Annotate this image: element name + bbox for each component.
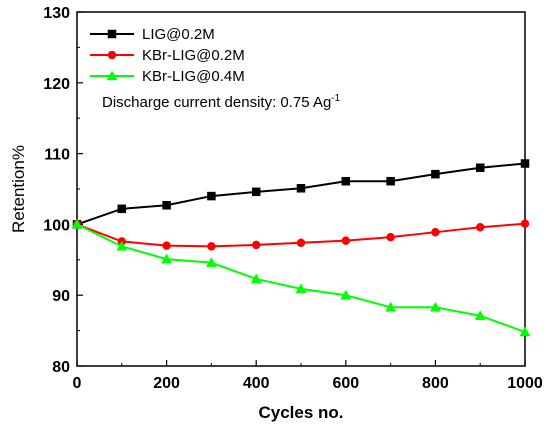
series-1 [72, 159, 530, 229]
annotation-text: Discharge current density: 0.75 Ag-1 [102, 93, 341, 111]
legend-label: KBr-LIG@0.2M [142, 47, 245, 64]
data-point [161, 253, 173, 264]
data-point [207, 242, 216, 251]
series-line [76, 162, 526, 226]
data-point [71, 218, 83, 229]
legend-marker [107, 29, 117, 39]
series-layer [71, 159, 531, 337]
data-point [475, 222, 485, 232]
y-tick-label: 90 [52, 288, 70, 305]
y-tick-label: 130 [43, 5, 70, 22]
data-point [520, 159, 530, 168]
data-point [251, 240, 261, 250]
data-point [250, 273, 262, 284]
series-2 [72, 219, 530, 251]
y-axis-title: Retention% [9, 145, 28, 233]
data-point [341, 176, 351, 186]
ticks-layer: 0 200 400 600 800 1000 80 90 100 110 120 130 [43, 5, 543, 392]
legend-entry: LIG@0.2M [90, 26, 215, 43]
data-point [341, 236, 351, 245]
data-point [251, 187, 261, 197]
legend-label: LIG@0.2M [142, 26, 215, 43]
annotation-main: Discharge current density: 0.75 Ag [102, 94, 331, 111]
data-point [117, 204, 127, 214]
x-tick-label: 200 [153, 375, 180, 392]
data-point [207, 191, 216, 201]
annotation-superscript: -1 [331, 93, 340, 104]
x-tick-label: 0 [73, 375, 82, 392]
data-point [340, 289, 352, 300]
legend-label: KBr-LIG@0.4M [142, 68, 245, 85]
data-point [431, 227, 440, 237]
x-tick-label: 400 [243, 375, 270, 392]
x-axis-title: Cycles no. [258, 403, 343, 422]
data-point [116, 240, 128, 251]
legend-entry: KBr-LIG@0.4M [90, 68, 245, 85]
data-point [519, 326, 531, 337]
data-point [475, 163, 485, 173]
x-tick-label: 600 [332, 375, 359, 392]
data-point [296, 184, 306, 193]
data-point [386, 176, 395, 186]
legend-marker [106, 70, 118, 81]
y-tick-label: 80 [52, 359, 70, 376]
x-tick-label: 800 [422, 375, 449, 392]
data-point [162, 241, 171, 250]
y-tick-label: 100 [43, 217, 70, 234]
legend-marker [107, 50, 117, 60]
data-point [474, 310, 486, 320]
y-tick-label: 110 [44, 147, 70, 164]
data-point [520, 219, 530, 228]
data-point [162, 201, 171, 210]
data-point [386, 232, 395, 242]
data-point [431, 169, 440, 179]
data-point [429, 301, 441, 312]
y-tick-label: 120 [43, 76, 70, 93]
data-point [295, 283, 307, 294]
data-point [385, 301, 397, 312]
legend: LIG@0.2M KBr-LIG@0.2M KBr-LIG@0.4M [90, 26, 245, 85]
x-tick-label: 1000 [507, 375, 543, 392]
data-point [205, 257, 217, 267]
data-point [296, 238, 306, 248]
legend-entry: KBr-LIG@0.2M [90, 47, 245, 64]
series-3 [71, 218, 531, 337]
